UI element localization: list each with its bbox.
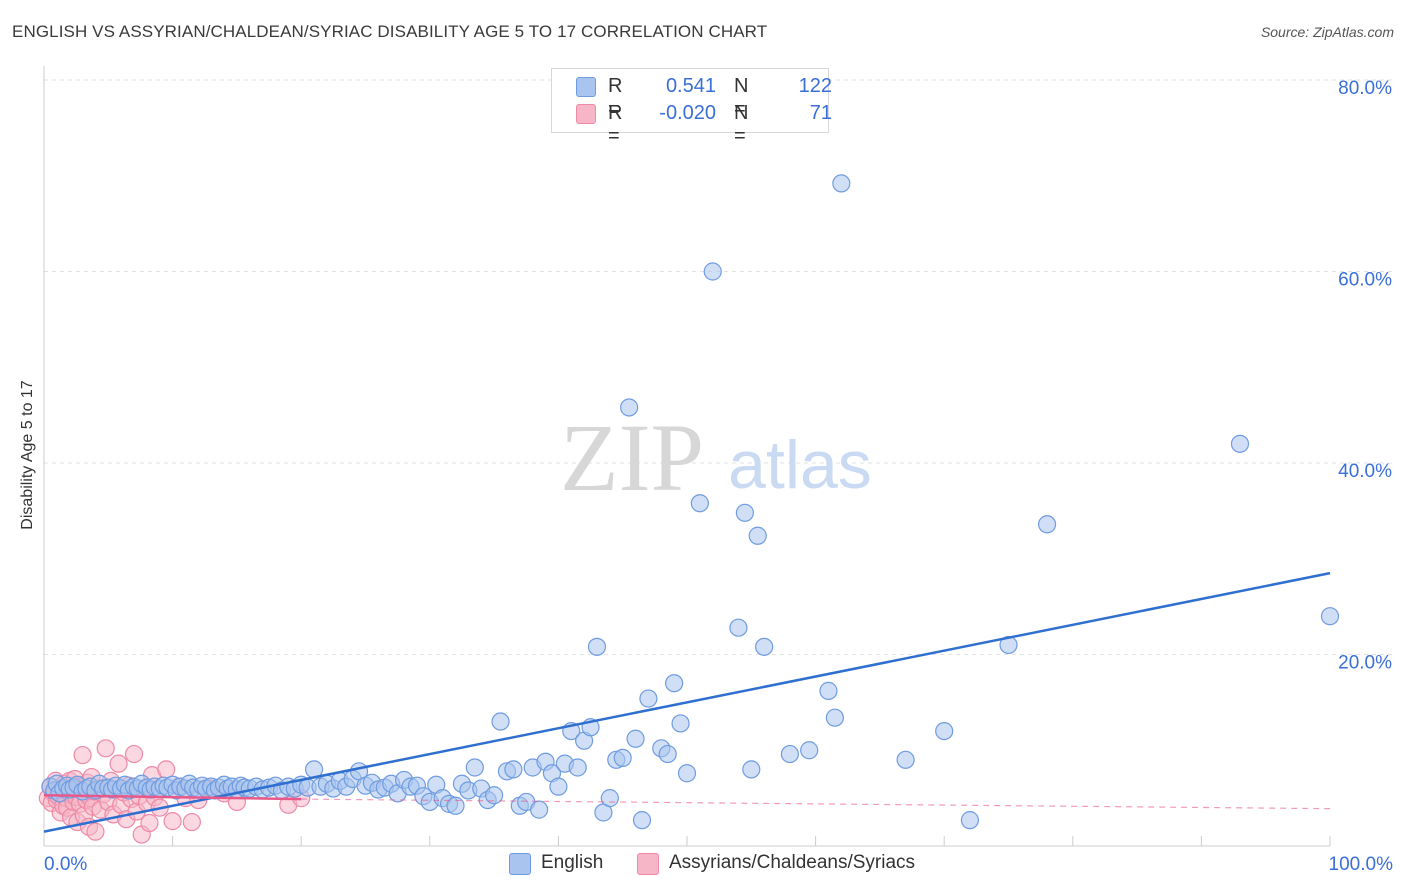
assyrians-trend-line (43, 794, 302, 801)
tick-labels: 20.0% 40.0% 60.0% 80.0% 0.0% 100.0% (44, 78, 1393, 875)
english-point (485, 786, 504, 805)
english-point (780, 744, 799, 764)
english-point (832, 174, 851, 193)
english-point (729, 618, 748, 637)
legend-swatch-english (576, 77, 596, 97)
english-point (755, 637, 774, 656)
legend-n-label: N = (734, 75, 749, 120)
assyrians-point (96, 739, 115, 758)
legend-swatch-assyrians (637, 853, 659, 875)
y-axis-label: Disability Age 5 to 17 (19, 380, 36, 530)
english-point (1230, 434, 1250, 453)
y-tick-label: 60.0% (1338, 270, 1392, 291)
assyrians-point (109, 754, 128, 773)
english-point (465, 758, 484, 777)
assyrians-point (163, 812, 182, 831)
english-point (671, 714, 690, 733)
watermark-zip: ZIP (560, 404, 704, 511)
english-point (735, 503, 754, 522)
english-point (626, 729, 645, 748)
english-trend-line (43, 571, 1331, 833)
english-point (999, 635, 1018, 655)
english-point (632, 811, 652, 830)
y-tick-label: 20.0% (1338, 653, 1392, 674)
source-label: Source: ZipAtlas.com (1260, 24, 1394, 40)
english-point (819, 681, 838, 700)
english-point (677, 764, 697, 783)
english-point (639, 689, 658, 708)
english-point (800, 741, 819, 760)
chart-title: ENGLISH VS ASSYRIAN/CHALDEAN/SYRIAC DISA… (12, 22, 768, 41)
english-point (530, 800, 549, 819)
legend-swatch-english (509, 853, 531, 875)
english-point (620, 398, 639, 417)
english-point (748, 526, 767, 545)
trend-lines (43, 571, 1331, 833)
assyrians-point (140, 813, 159, 833)
legend-r-value: 0.541 (665, 75, 716, 97)
watermark: ZIP atlas (560, 404, 872, 511)
assyrians-point (86, 822, 105, 841)
assyrians-point (124, 744, 144, 764)
english-point (935, 721, 954, 741)
english-point (613, 748, 632, 768)
english-point (960, 811, 980, 830)
english-point (1320, 607, 1340, 626)
english-point (703, 262, 722, 281)
english-point (568, 758, 587, 777)
english-point (504, 760, 523, 779)
axes (43, 66, 1331, 847)
grid (44, 79, 1392, 655)
legend-swatch-assyrians (576, 104, 596, 124)
english-point (896, 750, 915, 769)
x-tick-label: 0.0% (44, 854, 87, 875)
legend-r-label: R = (608, 75, 623, 120)
legend-label-assyrians: Assyrians/Chaldeans/Syriacs (669, 852, 916, 873)
english-point (742, 760, 761, 779)
watermark-atlas: atlas (728, 427, 872, 503)
legend-r-label: R = (608, 102, 623, 147)
english-point (665, 674, 684, 693)
stats-legend: R = 0.541 N = 122 R = -0.020 N = 71 (551, 68, 832, 147)
english-point (491, 712, 510, 731)
x-tick-label: 100.0% (1329, 854, 1394, 875)
english-point (690, 494, 709, 513)
assyrians-point (157, 760, 176, 779)
english-point (587, 637, 607, 656)
assyrians-point (182, 812, 201, 832)
legend-n-label: N = (734, 102, 749, 147)
english-point (600, 789, 619, 808)
legend-n-value: 71 (809, 102, 832, 124)
english-point (446, 796, 465, 815)
series-english-points (41, 174, 1340, 830)
english-point (825, 708, 844, 727)
legend-n-value: 122 (798, 75, 832, 97)
english-point (1037, 515, 1057, 534)
english-point (549, 777, 568, 796)
assyrians-point (73, 745, 92, 765)
legend-label-english: English (541, 852, 604, 873)
english-point (658, 744, 677, 764)
y-tick-label: 40.0% (1338, 461, 1392, 482)
y-tick-label: 80.0% (1338, 78, 1392, 99)
legend-r-value: -0.020 (659, 102, 716, 124)
